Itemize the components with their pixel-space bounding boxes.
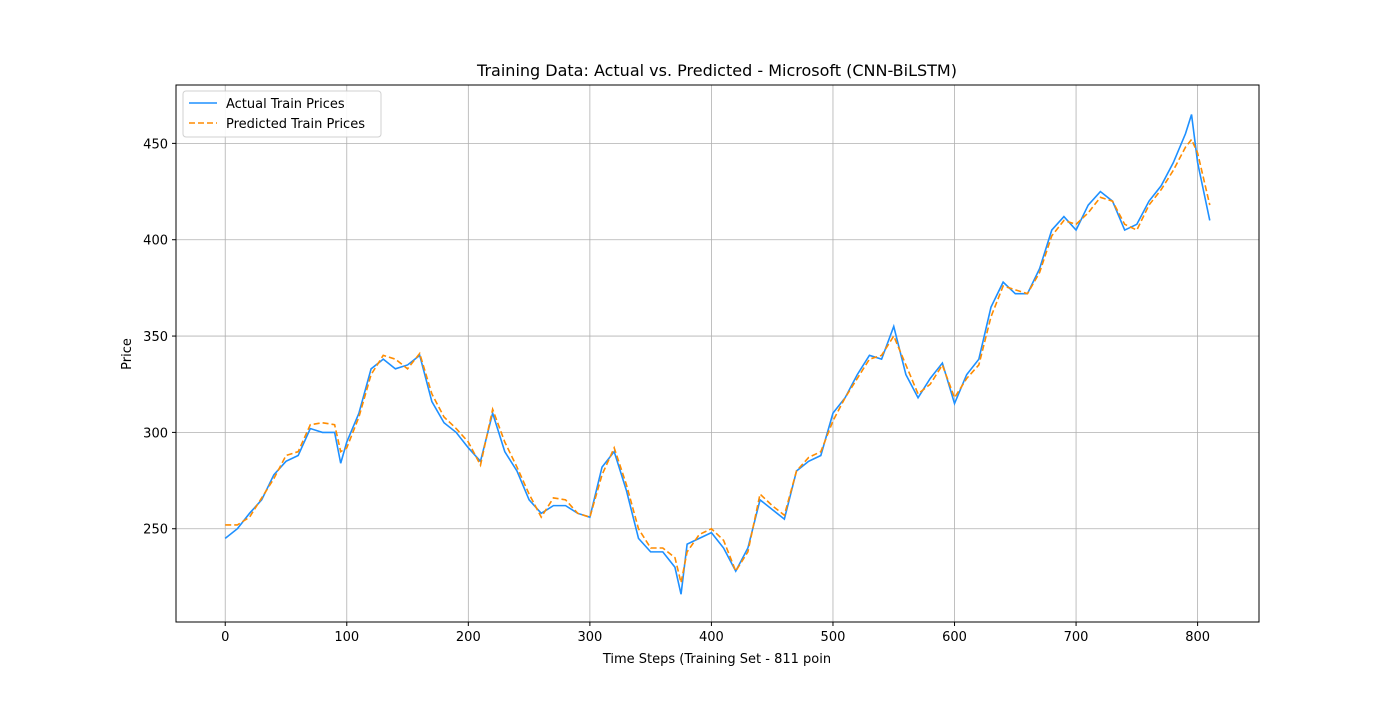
x-tick-label: 100 (334, 630, 359, 645)
plot-frame (175, 84, 1260, 623)
y-tick-label: 450 (143, 137, 168, 152)
x-tick-label: 300 (577, 630, 602, 645)
data-line (225, 137, 1211, 583)
legend-label: Predicted Train Prices (226, 117, 365, 132)
y-tick-label: 300 (143, 426, 168, 441)
chart-title: Training Data: Actual vs. Predicted - Mi… (476, 61, 957, 80)
y-tick-label: 400 (143, 234, 168, 249)
x-tick-label: 600 (942, 630, 967, 645)
x-tick-label: 800 (1185, 630, 1210, 645)
x-tick-label: 0 (221, 630, 229, 645)
y-axis-label: Price (120, 338, 135, 370)
y-tick-label: 350 (143, 330, 168, 345)
legend-label: Actual Train Prices (226, 97, 345, 112)
x-tick-label: 500 (821, 630, 846, 645)
x-tick-label: 700 (1064, 630, 1089, 645)
x-tick-label: 200 (456, 630, 481, 645)
data-line (224, 114, 1211, 595)
legend-box (182, 90, 382, 138)
y-tick-label: 250 (143, 523, 168, 538)
x-tick-label: 400 (699, 630, 724, 645)
x-axis-label: Time Steps (Training Set - 811 poin (602, 652, 831, 667)
